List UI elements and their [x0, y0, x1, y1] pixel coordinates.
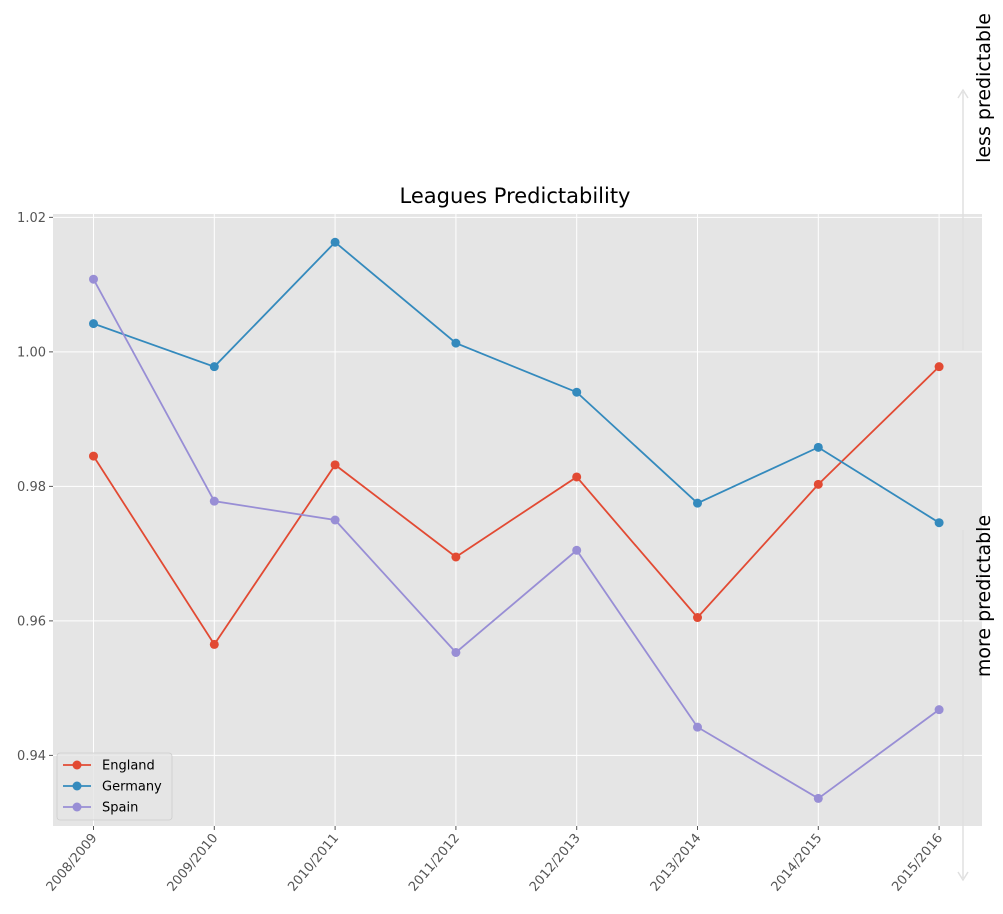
data-point-germany — [451, 338, 461, 348]
legend-swatch-marker — [72, 760, 82, 770]
data-point-germany — [209, 362, 219, 372]
annotation-more-predictable: more predictable — [973, 515, 995, 677]
data-point-england — [451, 552, 461, 562]
legend-label: Spain — [102, 801, 138, 816]
legend-label: England — [102, 759, 155, 774]
data-point-england — [693, 613, 702, 623]
plot-background — [53, 214, 982, 826]
series-england — [89, 362, 944, 649]
y-tick-label: 0.96 — [17, 614, 46, 629]
legend: England Germany Spain — [56, 752, 173, 821]
y-tick-label: 0.98 — [17, 480, 46, 495]
x-axis-ticks: 2008/2009 2009/2010 2010/2011 2011/2012 2012… — [44, 826, 946, 895]
data-point-spain — [89, 274, 98, 284]
x-tick-label: 2010/2011 — [285, 831, 342, 895]
series-spain — [89, 274, 944, 803]
data-point-germany — [813, 442, 823, 452]
legend-item-spain: Spain — [63, 801, 138, 816]
annotation-arrow — [957, 88, 969, 882]
x-tick-label: 2009/2010 — [165, 831, 222, 895]
y-tick-label: 1.02 — [17, 211, 46, 226]
data-point-spain — [330, 515, 340, 525]
data-point-spain — [934, 705, 944, 715]
legend-item-england: England — [63, 759, 155, 774]
data-point-spain — [572, 545, 582, 555]
legend-swatch-marker — [72, 781, 82, 791]
series-line-germany — [93, 241, 940, 524]
data-point-spain — [813, 793, 823, 803]
y-axis-ticks: 0.94 0.96 0.98 1.00 1.02 — [17, 211, 53, 764]
legend-label: Germany — [102, 780, 162, 795]
legend-box — [56, 752, 173, 821]
data-point-england — [934, 362, 944, 372]
data-point-germany — [330, 237, 340, 247]
x-tick-label: 2014/2015 — [769, 831, 826, 895]
data-point-england — [209, 639, 219, 649]
legend-item-germany: Germany — [63, 780, 162, 795]
data-point-spain — [693, 722, 702, 732]
series-germany — [89, 237, 944, 528]
x-tick-label: 2015/2016 — [889, 831, 946, 895]
y-tick-label: 1.00 — [17, 345, 46, 360]
y-tick-label: 0.94 — [17, 749, 46, 764]
data-point-spain — [451, 647, 461, 657]
series-layer — [89, 237, 944, 803]
x-tick-label: 2013/2014 — [648, 831, 705, 895]
x-tick-label: 2011/2012 — [406, 831, 463, 895]
annotation-less-predictable: less predictable — [973, 13, 995, 163]
data-point-germany — [934, 518, 944, 528]
data-point-germany — [89, 319, 98, 329]
series-line-spain — [92, 278, 940, 800]
data-point-england — [813, 479, 823, 489]
x-tick-label: 2008/2009 — [44, 831, 101, 895]
data-point-germany — [572, 387, 582, 397]
data-point-spain — [209, 496, 219, 506]
data-point-england — [89, 451, 98, 461]
data-point-england — [330, 460, 340, 470]
chart-title: Leagues Predictability — [400, 184, 631, 208]
data-point-germany — [693, 498, 702, 508]
data-point-england — [572, 472, 582, 482]
x-tick-label: 2012/2013 — [527, 831, 584, 895]
grid-layer — [53, 214, 982, 826]
legend-swatch-marker — [72, 802, 82, 812]
series-line-england — [92, 366, 940, 647]
